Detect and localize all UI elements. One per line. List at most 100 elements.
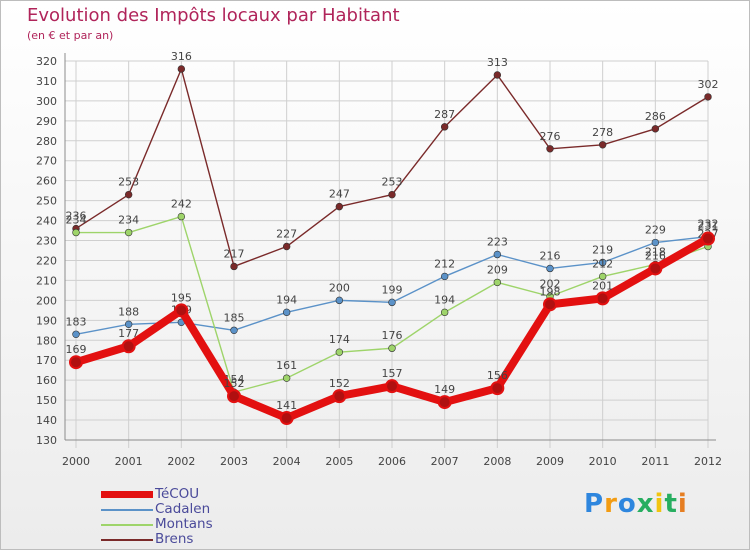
data-label: 234 bbox=[66, 214, 87, 227]
data-label: 152 bbox=[329, 377, 350, 390]
y-tick-label: 310 bbox=[36, 75, 57, 88]
legend-label: Montans bbox=[155, 516, 213, 532]
data-point bbox=[335, 348, 344, 356]
x-tick-label: 2000 bbox=[62, 455, 90, 468]
data-label: 227 bbox=[276, 228, 297, 241]
data-point bbox=[651, 238, 660, 247]
data-label: 229 bbox=[645, 224, 666, 237]
data-label: 232 bbox=[698, 218, 719, 231]
data-point bbox=[490, 381, 505, 396]
x-tick-label: 2005 bbox=[325, 455, 353, 468]
data-label: 185 bbox=[224, 311, 245, 324]
data-point bbox=[385, 379, 399, 394]
data-point bbox=[598, 272, 607, 281]
data-point bbox=[543, 297, 557, 312]
chart-title: Evolution des Impôts locaux par Habitant bbox=[27, 5, 400, 26]
data-label: 212 bbox=[592, 257, 613, 270]
legend-label: Brens bbox=[155, 531, 194, 547]
data-label: 195 bbox=[171, 291, 192, 304]
data-point bbox=[174, 303, 189, 318]
y-tick-label: 180 bbox=[36, 334, 57, 347]
data-point bbox=[546, 145, 554, 153]
data-point bbox=[440, 308, 449, 317]
x-tick-label: 2006 bbox=[378, 455, 406, 468]
data-label: 201 bbox=[592, 279, 613, 292]
logo-letter: r bbox=[604, 489, 618, 519]
data-point bbox=[598, 141, 607, 149]
data-point bbox=[388, 298, 396, 307]
data-label: 231 bbox=[698, 220, 719, 233]
data-label: 278 bbox=[592, 126, 613, 139]
logo-letter: P bbox=[584, 489, 605, 519]
data-label: 313 bbox=[487, 56, 508, 69]
data-label: 141 bbox=[276, 399, 297, 412]
data-point bbox=[388, 344, 396, 352]
data-point bbox=[177, 65, 186, 73]
legend-label: Cadalen bbox=[155, 501, 211, 517]
data-point bbox=[493, 71, 502, 79]
y-tick-label: 240 bbox=[36, 215, 57, 228]
data-label: 287 bbox=[434, 108, 455, 121]
data-point bbox=[282, 242, 291, 251]
data-point bbox=[72, 228, 80, 237]
data-point bbox=[282, 308, 291, 317]
logo-letter: t bbox=[664, 489, 678, 519]
data-label: 157 bbox=[382, 367, 403, 380]
x-tick-label: 2004 bbox=[273, 455, 301, 468]
data-point bbox=[440, 123, 449, 131]
legend-label: TéCOU bbox=[155, 486, 200, 502]
data-label: 194 bbox=[434, 293, 455, 306]
data-label: 216 bbox=[540, 249, 561, 262]
x-tick-label: 2009 bbox=[536, 455, 564, 468]
data-label: 152 bbox=[224, 377, 245, 390]
data-point bbox=[651, 125, 660, 133]
legend-swatch bbox=[101, 491, 153, 498]
data-label: 316 bbox=[171, 50, 192, 63]
data-label: 253 bbox=[118, 176, 139, 189]
data-label: 209 bbox=[487, 263, 508, 276]
x-tick-label: 2002 bbox=[167, 455, 195, 468]
y-tick-label: 230 bbox=[36, 235, 57, 248]
data-label: 177 bbox=[118, 327, 139, 340]
data-point bbox=[121, 339, 136, 354]
data-point bbox=[388, 190, 396, 199]
data-point bbox=[437, 395, 452, 410]
series-tcou: 169 177 195 152 141 152 157 149 156 198 201 216 231 bbox=[66, 220, 719, 426]
data-point bbox=[124, 190, 133, 199]
y-tick-label: 150 bbox=[36, 394, 57, 407]
y-tick-label: 250 bbox=[36, 195, 57, 208]
data-label: 212 bbox=[434, 257, 455, 270]
data-point bbox=[440, 272, 449, 281]
data-point bbox=[230, 262, 238, 271]
y-tick-label: 220 bbox=[36, 254, 57, 267]
data-point bbox=[282, 374, 291, 382]
data-point bbox=[69, 355, 83, 370]
data-label: 247 bbox=[329, 188, 350, 201]
x-tick-label: 2008 bbox=[483, 455, 511, 468]
data-label: 194 bbox=[276, 293, 297, 306]
data-point bbox=[230, 326, 238, 334]
x-tick-label: 2012 bbox=[694, 455, 722, 468]
data-label: 174 bbox=[329, 333, 350, 346]
y-tick-label: 300 bbox=[36, 95, 57, 108]
data-point bbox=[177, 212, 186, 221]
data-label: 218 bbox=[645, 245, 666, 258]
y-tick-label: 260 bbox=[36, 175, 57, 188]
y-tick-label: 210 bbox=[36, 274, 57, 287]
legend-swatch bbox=[101, 508, 153, 511]
data-point bbox=[701, 231, 715, 246]
y-tick-label: 270 bbox=[36, 155, 57, 168]
data-label: 149 bbox=[434, 383, 455, 396]
data-label: 198 bbox=[540, 285, 561, 298]
data-label: 223 bbox=[487, 235, 508, 248]
data-point bbox=[648, 261, 663, 276]
data-label: 169 bbox=[66, 343, 87, 356]
data-label: 236 bbox=[66, 210, 87, 223]
data-point bbox=[546, 264, 554, 273]
series-brens: 236 253 316 217 227 247 253 287 313 276 278 286 302 bbox=[66, 50, 719, 271]
y-tick-label: 170 bbox=[36, 354, 57, 367]
y-tick-label: 200 bbox=[36, 294, 57, 307]
logo-letter: x bbox=[636, 489, 655, 519]
data-point bbox=[335, 296, 344, 305]
